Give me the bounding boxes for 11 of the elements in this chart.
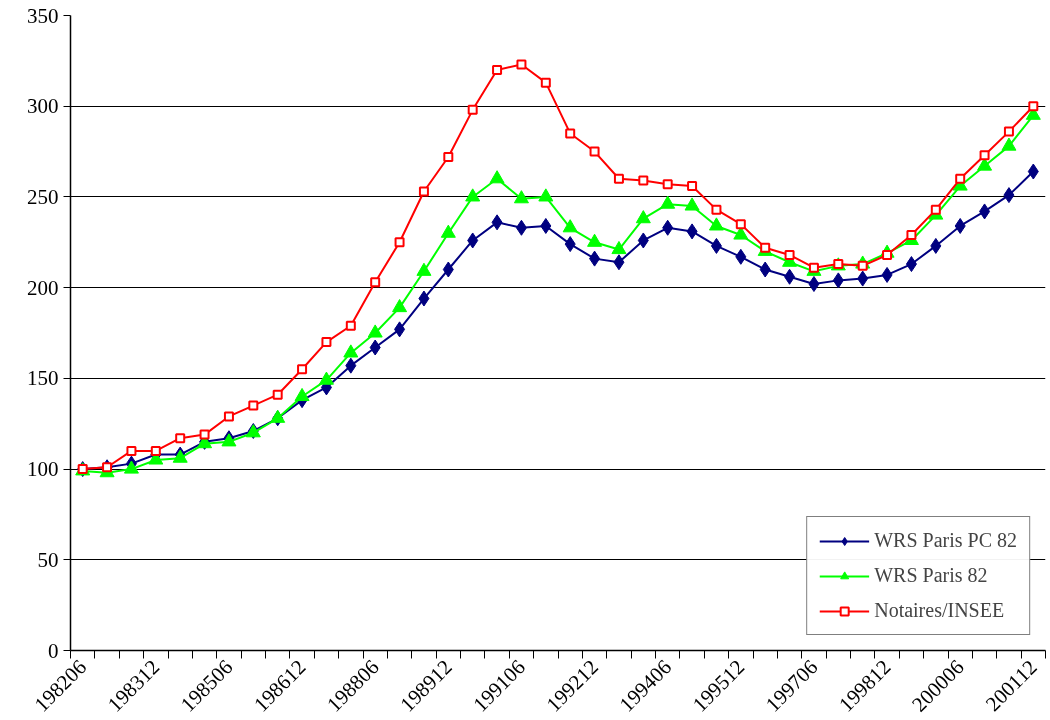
legend-label: WRS Paris PC 82 <box>874 529 1017 552</box>
y-tick-label: 350 <box>27 3 59 28</box>
y-tick-label: 50 <box>37 547 59 572</box>
legend-label: WRS Paris 82 <box>874 564 988 587</box>
y-tick-label: 200 <box>27 275 59 300</box>
y-tick-label: 250 <box>27 184 59 209</box>
y-tick-label: 300 <box>27 94 59 119</box>
y-tick-label: 0 <box>48 638 59 663</box>
y-tick-label: 100 <box>27 457 59 482</box>
legend-label: Notaires/INSEE <box>874 599 1005 622</box>
y-tick-label: 150 <box>27 366 59 391</box>
